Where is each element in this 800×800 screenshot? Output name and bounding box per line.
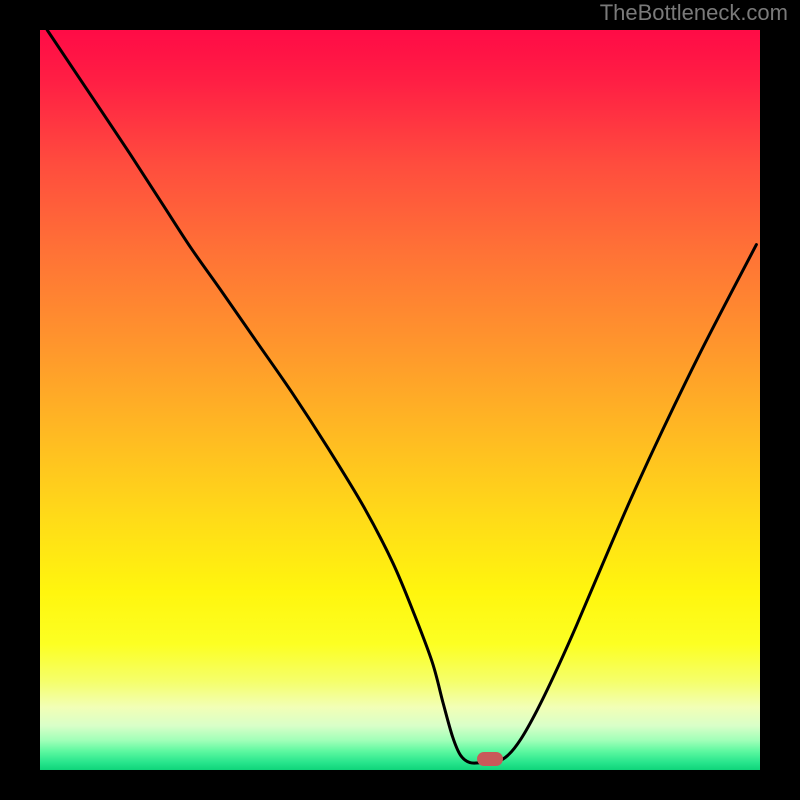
watermark-text: TheBottleneck.com (600, 0, 788, 26)
bottleneck-curve (40, 30, 760, 770)
plot-area (40, 30, 760, 770)
chart-container: TheBottleneck.com (0, 0, 800, 800)
optimal-point-marker (477, 752, 503, 766)
